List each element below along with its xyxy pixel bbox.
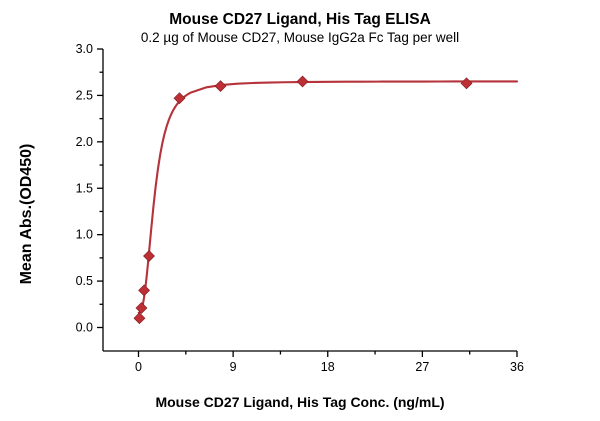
svg-text:36: 36	[510, 360, 524, 374]
svg-text:0: 0	[135, 360, 142, 374]
svg-text:0.5: 0.5	[76, 274, 93, 288]
svg-text:27: 27	[415, 360, 429, 374]
svg-text:1.5: 1.5	[76, 181, 93, 195]
svg-text:9: 9	[230, 360, 237, 374]
svg-text:0.0: 0.0	[76, 321, 93, 335]
svg-text:3.0: 3.0	[76, 42, 93, 56]
svg-text:2.0: 2.0	[76, 135, 93, 149]
svg-text:18: 18	[321, 360, 335, 374]
svg-text:1.0: 1.0	[76, 228, 93, 242]
svg-text:2.5: 2.5	[76, 88, 93, 102]
